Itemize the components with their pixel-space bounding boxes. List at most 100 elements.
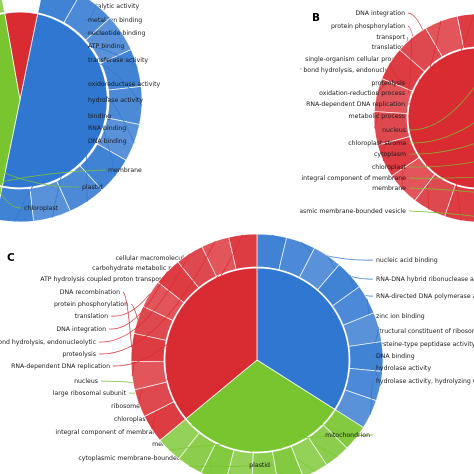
term-label: chloroplast — [114, 416, 149, 423]
term-label: membrane — [108, 167, 142, 174]
term-label: large ribosomal subunit — [53, 390, 127, 397]
leader-line — [408, 143, 474, 155]
term-label: translation — [75, 313, 108, 320]
term-label: cytoplasmic membrane-bounded vesicle — [280, 208, 406, 215]
inner-ring-biological-process — [164, 267, 258, 420]
leader-line — [407, 37, 413, 94]
leader-line — [408, 161, 474, 168]
term-label: RNA binding — [88, 125, 126, 132]
term-label: DNA integration — [355, 10, 405, 17]
term-label: DNA integration — [56, 326, 106, 333]
leader-line — [408, 187, 474, 193]
leader-line — [84, 32, 122, 35]
term-label: nucleus — [382, 127, 406, 134]
leader-line — [98, 241, 216, 355]
term-label: chloroplast stroma — [348, 140, 406, 147]
leader-line — [108, 271, 168, 330]
leader-line — [408, 122, 474, 144]
term-label: cellular macromolecule metabolic process — [115, 255, 246, 262]
term-label: plastid — [82, 184, 103, 191]
outer-ring-segment — [0, 186, 34, 223]
term-label: RNA-dependent DNA replication — [306, 101, 405, 108]
leader-line — [0, 191, 22, 209]
leader-line — [370, 380, 374, 415]
term-label: transferase activity — [88, 57, 148, 64]
term-label: binding — [88, 113, 111, 120]
panel-b: B DNA integration protein phosphorylation t… — [238, 10, 474, 223]
term-label: nucleus — [74, 378, 98, 385]
term-label: chloroplast — [24, 205, 59, 212]
term-label: transport — [376, 34, 405, 41]
term-label: cysteine-type peptidase activity — [376, 341, 474, 348]
leader-line — [84, 99, 116, 177]
leader-line — [14, 140, 86, 223]
leader-line — [84, 45, 138, 68]
leader-line — [189, 464, 274, 467]
leader-line — [408, 176, 474, 179]
leader-line — [110, 293, 151, 317]
term-label: cytoplasmic membrane-bounded vesicle — [78, 455, 204, 462]
panel-letter: C — [7, 252, 15, 264]
panel-letter: B — [312, 12, 320, 24]
term-label: metabolic process — [349, 113, 405, 120]
term-label: proteolysis — [62, 351, 96, 358]
term-label: ATP hydrolysis coupled proton transport — [40, 276, 164, 283]
leader-line — [0, 169, 106, 183]
term-label: translation — [372, 44, 405, 51]
outer-ring-segment — [0, 186, 3, 200]
term-label: RNA-directed DNA polymerase activity — [376, 293, 474, 300]
term-label: mitochondrion — [325, 432, 370, 439]
term-label: hydrolase activity — [376, 365, 431, 372]
leader-line — [389, 63, 409, 84]
term-label: nucleotide binding — [88, 30, 146, 37]
inner-ring-biological-process — [407, 47, 474, 189]
inner-ring-cellular-component — [0, 12, 21, 187]
term-label: cytoplasm — [374, 151, 406, 158]
term-label: RNA-dependent DNA replication — [11, 363, 110, 370]
term-label: RNA phosphodiester bond hydrolysis, endo… — [0, 339, 97, 346]
leader-line — [168, 434, 374, 451]
leader-line — [122, 291, 132, 348]
term-label: chloroplast — [372, 164, 407, 171]
leader-line — [84, 4, 97, 21]
term-label: oxidoreductase activity — [88, 81, 161, 88]
leader-line — [84, 115, 88, 202]
leader-line — [408, 210, 474, 217]
leader-line — [407, 12, 462, 221]
term-label: protein phosphorylation — [54, 301, 128, 308]
leader-line — [52, 127, 86, 218]
term-label: single-organism cellular process — [305, 56, 405, 63]
term-label: catalytic activity — [88, 3, 139, 10]
panel-a: catalytic activity metal ion binding nucle… — [0, 0, 161, 223]
leader-line — [0, 170, 80, 188]
term-label: hydrolase activity — [88, 97, 143, 104]
leader-line — [98, 253, 190, 343]
term-label: hydrolase activity, hydrolyzing O-glycos… — [376, 378, 474, 385]
term-label: ribosome — [111, 403, 140, 410]
term-label: nucleic acid binding — [376, 257, 438, 264]
term-label: integral component of membrane — [301, 175, 406, 182]
term-label: carbohydrate metabolic process — [92, 265, 192, 272]
leader-line — [407, 13, 474, 117]
term-label: zinc ion binding — [376, 313, 425, 320]
term-label: structural constituent of ribosome — [376, 328, 474, 335]
term-label: integral component of membrane — [55, 429, 160, 436]
leader-line — [112, 234, 244, 367]
leader-line — [84, 59, 143, 106]
term-label: plastid — [249, 462, 270, 469]
leader-line — [372, 355, 384, 358]
term-label: RNA phosphodiester bond hydrolysis, endo… — [238, 67, 405, 74]
leader-line — [407, 20, 442, 105]
outer-ring-segment — [0, 0, 5, 14]
term-label: DNA binding — [376, 353, 415, 360]
outer-ring-segment — [456, 13, 474, 49]
term-label: DNA recombination — [60, 289, 120, 296]
term-label: metal ion binding — [88, 17, 142, 24]
term-label: ATP binding — [88, 43, 124, 50]
outer-ring-segment — [228, 233, 258, 270]
term-label: membrane — [372, 185, 406, 192]
term-label: protein phosphorylation — [331, 23, 405, 30]
leader-line — [372, 367, 381, 387]
